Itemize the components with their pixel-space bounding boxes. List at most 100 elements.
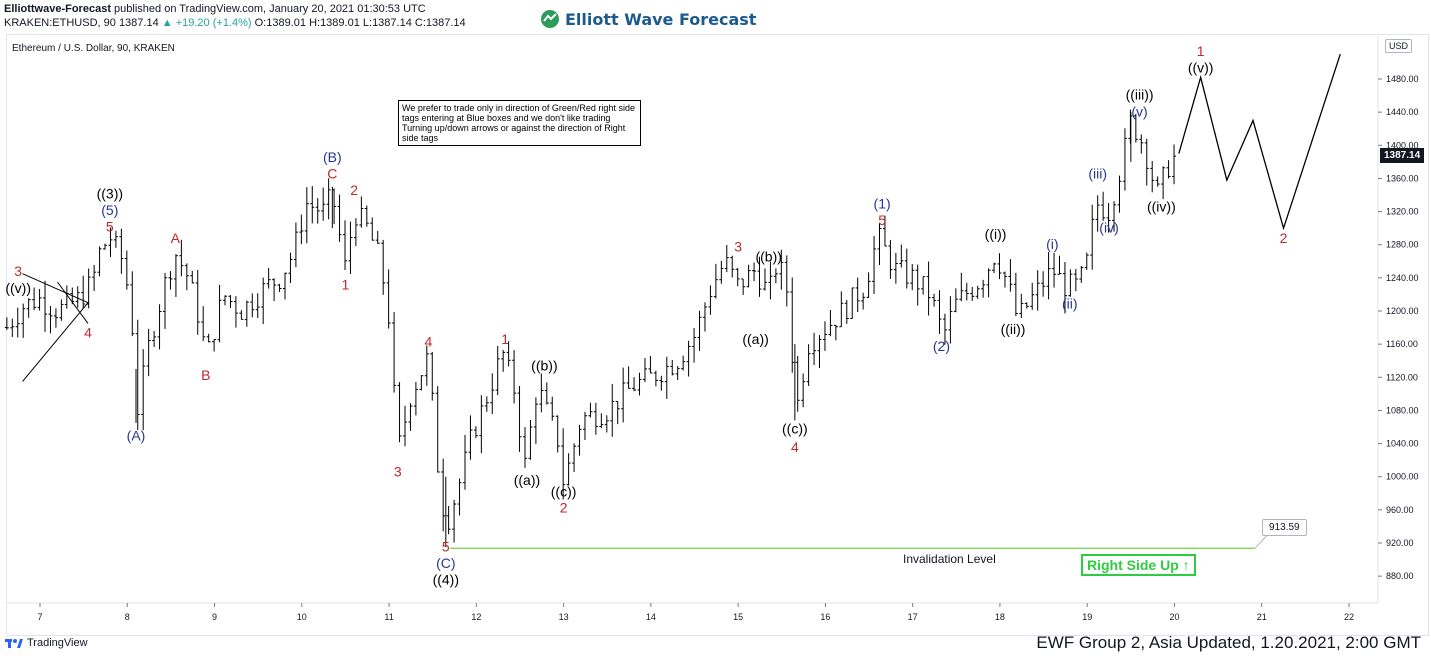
wave-label: ((c))	[782, 421, 808, 437]
invalidation-leader	[1254, 533, 1269, 549]
invalidation-label: Invalidation Level	[903, 552, 996, 566]
symbol-ohlc-line: KRAKEN:ETHUSD, 90 1387.14 ▲ +19.20 (+1.4…	[4, 17, 466, 29]
tradingview-label: TradingView	[27, 637, 88, 649]
price-change: +19.20 (+1.4%)	[175, 17, 252, 29]
x-tick-label: 20	[1169, 612, 1179, 622]
ohlc-high: H:1389.01	[309, 17, 360, 29]
y-tick-label: 1240.00	[1386, 273, 1419, 283]
up-arrow-icon: ▲	[161, 17, 173, 29]
y-tick-label: 1360.00	[1386, 173, 1419, 183]
y-tick-label: 880.00	[1386, 571, 1414, 581]
wave-label: 4	[791, 439, 799, 455]
wave-label: ((ii))	[1001, 321, 1026, 337]
x-tick-label: 18	[995, 612, 1005, 622]
wave-label: 4	[424, 334, 432, 350]
wave-label: 3	[394, 464, 402, 480]
wave-label: ((b))	[531, 358, 557, 374]
tradingview-icon	[5, 639, 23, 648]
wave-label: ((a))	[742, 331, 768, 347]
wave-label: 2	[1280, 230, 1288, 246]
x-tick-label: 15	[733, 612, 743, 622]
wave-label: C	[327, 165, 337, 181]
wave-label: 2	[560, 499, 568, 515]
y-tick-label: 1040.00	[1386, 439, 1419, 449]
x-tick-label: 7	[37, 612, 42, 622]
triangle-line	[57, 281, 89, 324]
wave-label: ((a))	[514, 472, 540, 488]
footer-update-text: EWF Group 2, Asia Updated, 1.20.2021, 2:…	[1036, 633, 1421, 652]
wave-label: (v)	[1131, 103, 1147, 119]
tradingview-logo[interactable]: TradingView	[5, 637, 88, 649]
ohlc-open: O:1389.01	[254, 17, 306, 29]
ohlc-close: C:1387.14	[414, 17, 466, 29]
ohlc-low: L:1387.14	[362, 17, 412, 29]
wave-label: ((v))	[5, 280, 31, 296]
wave-label: (1)	[874, 195, 891, 211]
wave-label: 2	[350, 182, 358, 198]
x-tick-label: 10	[297, 612, 307, 622]
y-tick-label: 1400.00	[1386, 140, 1419, 150]
wave-label: (ii)	[1062, 296, 1078, 312]
wave-label: (B)	[323, 149, 342, 165]
trading-note: We prefer to trade only in direction of …	[398, 100, 641, 146]
y-tick-label: 1280.00	[1386, 240, 1419, 250]
x-tick-label: 11	[384, 612, 393, 622]
wave-label: (A)	[127, 427, 146, 443]
y-tick-label: 1120.00	[1386, 372, 1418, 382]
x-tick-label: 13	[559, 612, 569, 622]
globe-icon	[541, 10, 559, 28]
y-tick-label: 1080.00	[1386, 405, 1419, 415]
triangle-pattern	[22, 273, 89, 382]
chart-area[interactable]	[6, 34, 1429, 636]
wave-label: 1	[501, 331, 509, 347]
wave-label: B	[201, 367, 210, 383]
current-price-tag: 1387.14	[1380, 148, 1425, 163]
x-tick-label: 22	[1344, 612, 1354, 622]
symbol-line: KRAKEN:ETHUSD, 90	[4, 17, 116, 29]
currency-badge[interactable]: USD	[1385, 39, 1413, 53]
y-tick-label: 920.00	[1386, 538, 1414, 548]
wave-label: 5	[878, 212, 886, 228]
invalidation-price-tag: 913.59	[1262, 519, 1307, 536]
y-tick-label: 1160.00	[1386, 339, 1418, 349]
wave-label: ((iii))	[1126, 87, 1154, 103]
x-tick-label: 8	[125, 612, 130, 622]
wave-label: ((i))	[985, 226, 1007, 242]
wave-label: (2)	[933, 338, 950, 354]
last-price: 1387.14	[118, 17, 159, 29]
wave-label: ((b))	[755, 248, 781, 264]
y-tick-label: 960.00	[1386, 505, 1414, 515]
wave-label: 1	[342, 276, 350, 292]
wave-label: 3	[734, 238, 742, 254]
y-tick-label: 1000.00	[1386, 472, 1419, 482]
x-tick-label: 16	[820, 612, 830, 622]
wave-label: 1	[1197, 43, 1205, 59]
wave-label: A	[171, 230, 181, 246]
published-text: published on TradingView.com, January 20…	[114, 3, 426, 15]
publisher-name: Elliottwave-Forecast	[4, 3, 111, 15]
x-tick-label: 17	[908, 612, 918, 622]
chart-title: Ethereum / U.S. Dollar, 90, KRAKEN	[12, 43, 175, 54]
wave-label: (5)	[101, 202, 118, 218]
x-tick-label: 9	[212, 612, 217, 622]
x-tick-label: 12	[471, 612, 481, 622]
x-tick-label: 21	[1257, 612, 1267, 622]
right-side-up-tag: Right Side Up ↑	[1081, 554, 1196, 576]
projection-path	[1178, 53, 1341, 231]
x-tick-label: 19	[1082, 612, 1092, 622]
wave-label: (i)	[1046, 236, 1058, 252]
wave-label: ((iv))	[1147, 199, 1176, 215]
y-tick-label: 1440.00	[1386, 107, 1419, 117]
publish-info: Elliottwave-Forecast published on Tradin…	[4, 3, 426, 15]
wave-label: 5	[106, 218, 114, 234]
wave-label: ((3))	[97, 185, 123, 201]
y-tick-label: 1480.00	[1386, 74, 1419, 84]
wave-label: (C)	[436, 555, 455, 571]
wave-label: 4	[84, 325, 92, 341]
brand-name: Elliott Wave Forecast	[565, 9, 757, 29]
x-tick-label: 14	[646, 612, 656, 622]
wave-label: 5	[442, 538, 450, 554]
wave-label: ((c))	[551, 484, 577, 500]
wave-label: 3	[14, 263, 22, 279]
